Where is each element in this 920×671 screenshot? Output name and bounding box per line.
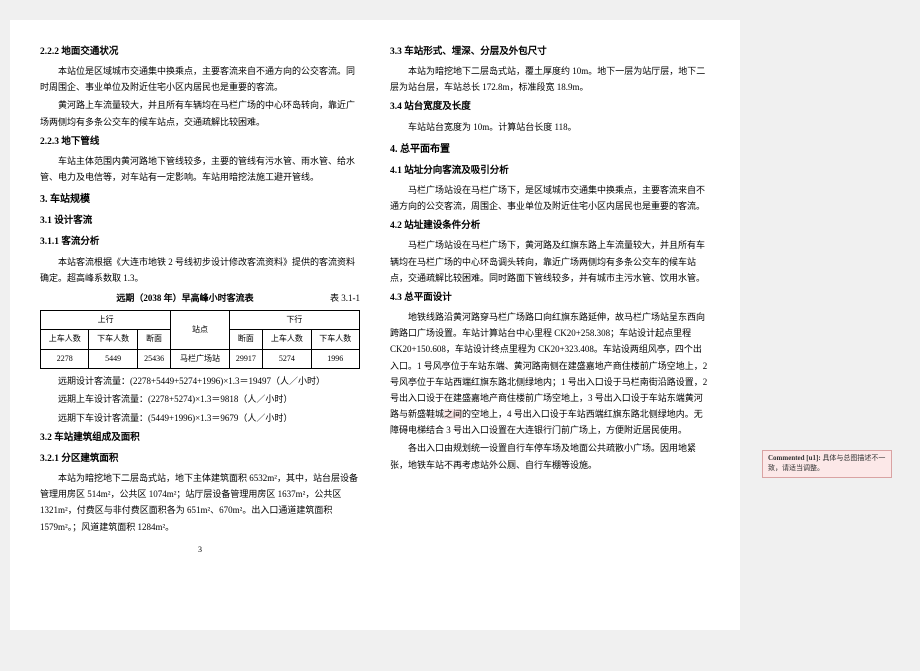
heading-41: 4.1 站址分向客流及吸引分析 (390, 163, 710, 180)
th-up: 上行 (41, 311, 171, 330)
para: 本站客流根据《大连市地铁 2 号线初步设计修改客流资料》提供的客流资料确定。超高… (40, 254, 360, 286)
calc-line: 远期下车设计客流量：(5449+1996)×1.3＝9679（人／小时） (40, 410, 360, 426)
cell: 5449 (89, 349, 137, 368)
para: 车站主体范围内黄河路地下管线较多，主要的管线有污水管、雨水管、给水管、电力及电信… (40, 153, 360, 185)
heading-31: 3.1 设计客流 (40, 213, 360, 230)
page-number: 3 (40, 543, 360, 557)
table-row: 2278 5449 25436 马栏广场站 29917 5274 1996 (41, 349, 360, 368)
th-on2: 上车人数 (263, 330, 311, 349)
th-section: 断面 (137, 330, 171, 349)
para: 本站为暗挖地下二层岛式站，地下主体建筑面积 6532m²，其中，站台层设备管理用… (40, 470, 360, 535)
heading-321: 3.2.1 分区建筑面积 (40, 451, 360, 468)
para: 本站位是区域城市交通集中换乘点，主要客流来自不通方向的公交客流。同时周围企、事业… (40, 63, 360, 95)
th-off: 下车人数 (89, 330, 137, 349)
cell: 5274 (263, 349, 311, 368)
para: 车站站台宽度为 10m。计算站台长度 118。 (390, 119, 710, 135)
comment-label: Commented [u1]: (768, 454, 821, 462)
cell: 2278 (41, 349, 89, 368)
cell: 25436 (137, 349, 171, 368)
para-text: 地铁线路沿黄河路穿马栏广场路口向红旗东路延伸，故马栏广场站呈东西向跨路口广场设置… (390, 312, 707, 419)
heading-34: 3.4 站台宽度及长度 (390, 99, 710, 116)
th-off2: 下车人数 (311, 330, 359, 349)
table-title: 远期（2038 年）早高峰小时客流表 表 3.1-1 (40, 290, 360, 306)
th-station: 站点 (171, 311, 229, 350)
th-on: 上车人数 (41, 330, 89, 349)
table-row: 上行 站点 下行 (41, 311, 360, 330)
heading-311: 3.1.1 客流分析 (40, 234, 360, 251)
para: 本站为暗挖地下二层岛式站，覆土厚度约 10m。地下一层为站厅层，地下二层为站台层… (390, 63, 710, 95)
para: 马栏广场站设在马栏广场下，黄河路及红旗东路上车流量较大，并且所有车辆均在马栏广场… (390, 237, 710, 286)
page: 2.2.2 地面交通状况 本站位是区域城市交通集中换乘点，主要客流来自不通方向的… (10, 20, 740, 630)
heading-223: 2.2.3 地下管线 (40, 134, 360, 151)
calc-line: 远期上车设计客流量：(2278+5274)×1.3＝9818（人／小时） (40, 391, 360, 407)
passenger-flow-table: 上行 站点 下行 上车人数 下车人数 断面 断面 上车人数 下车人数 2278 … (40, 310, 360, 369)
cell: 马栏广场站 (171, 349, 229, 368)
comment-balloon[interactable]: Commented [u1]: 具体与总图描述不一致，请适当调整。 (762, 450, 892, 478)
cell: 29917 (229, 349, 263, 368)
calc-line: 远期设计客流量：(2278+5449+5274+1996)×1.3＝19497（… (40, 373, 360, 389)
th-down: 下行 (229, 311, 359, 330)
th-section2: 断面 (229, 330, 263, 349)
table-caption: 远期（2038 年）早高峰小时客流表 (116, 293, 253, 303)
heading-42: 4.2 站址建设条件分析 (390, 218, 710, 235)
heading-33: 3.3 车站形式、埋深、分层及外包尺寸 (390, 44, 710, 61)
right-column: 3.3 车站形式、埋深、分层及外包尺寸 本站为暗挖地下二层岛式站，覆土厚度约 1… (390, 40, 710, 610)
heading-222: 2.2.2 地面交通状况 (40, 44, 360, 61)
highlighted-text: 之间 (444, 409, 462, 419)
heading-43: 4.3 总平面设计 (390, 290, 710, 307)
para: 黄河路上车流量较大，并且所有车辆均在马栏广场的中心环岛转向，靠近广场两侧均有多条… (40, 97, 360, 129)
para: 各出入口由规划统一设置自行车停车场及地面公共疏散小广场。因用地紧张，地铁车站不再… (390, 440, 710, 472)
heading-32: 3.2 车站建筑组成及面积 (40, 430, 360, 447)
left-column: 2.2.2 地面交通状况 本站位是区域城市交通集中换乘点，主要客流来自不通方向的… (40, 40, 360, 610)
table-number: 表 3.1-1 (330, 290, 360, 306)
para: 马栏广场站设在马栏广场下，是区域城市交通集中换乘点，主要客流来自不通方向的公交客… (390, 182, 710, 214)
heading-4: 4. 总平面布置 (390, 141, 710, 159)
heading-3: 3. 车站规模 (40, 191, 360, 209)
cell: 1996 (311, 349, 359, 368)
para: 地铁线路沿黄河路穿马栏广场路口向红旗东路延伸，故马栏广场站呈东西向跨路口广场设置… (390, 309, 710, 439)
